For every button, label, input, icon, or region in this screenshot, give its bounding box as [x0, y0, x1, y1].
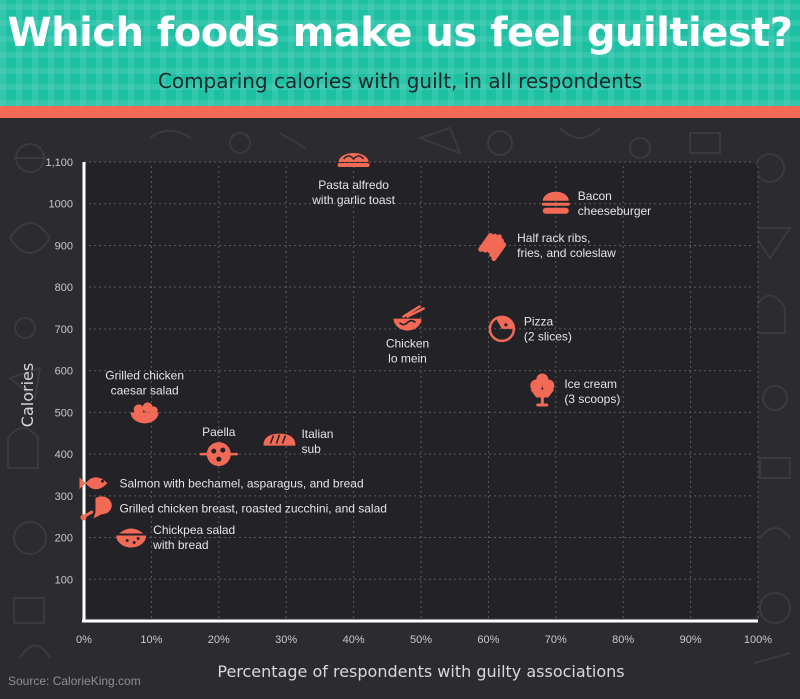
- y-tick-label: 300: [55, 491, 73, 503]
- noodles-icon: [393, 305, 425, 331]
- point-label: Italian sub: [301, 427, 333, 456]
- y-tick-label: 1000: [49, 199, 73, 211]
- data-point: [478, 233, 507, 262]
- data-point: [541, 191, 570, 214]
- ice-cream-icon: [530, 373, 555, 407]
- y-axis-title: Calories: [18, 363, 37, 427]
- food-doodle-background: [7, 126, 792, 664]
- data-point: [393, 305, 425, 331]
- header-divider: [0, 106, 800, 118]
- y-tick-label: 600: [55, 366, 73, 378]
- data-point: [80, 496, 112, 521]
- y-tick-label: 1,100: [45, 157, 73, 169]
- page-subtitle: Comparing calories with guilt, in all re…: [157, 69, 643, 93]
- point-label: Chickpea salad with bread: [152, 523, 235, 552]
- x-tick-label: 60%: [477, 634, 499, 646]
- point-label: Ice cream (3 scoops): [564, 377, 620, 406]
- y-tick-label: 400: [55, 449, 73, 461]
- bowl-icon: [116, 528, 147, 548]
- point-label: Paella: [202, 425, 236, 439]
- data-point: [488, 315, 516, 343]
- y-tick-label: 200: [55, 533, 73, 545]
- x-tick-label: 50%: [410, 634, 432, 646]
- x-tick-labels: 0% 10% 20% 30% 40% 50% 60% 70% 80% 90% 100%: [76, 634, 772, 646]
- x-axis-title: Percentage of respondents with guilty as…: [217, 662, 624, 681]
- y-tick-label: 100: [55, 574, 73, 586]
- header-banner: Which foods make us feel guiltiest? Comp…: [0, 0, 800, 106]
- y-tick-labels: 100 200 300 400 500 600 700 800 900 1000 1,100: [45, 157, 73, 586]
- data-point: [530, 373, 555, 407]
- pizza-icon: [488, 315, 516, 343]
- paella-icon: [199, 442, 239, 467]
- point-label: Bacon cheeseburger: [578, 189, 651, 218]
- x-tick-label: 40%: [343, 634, 365, 646]
- x-tick-label: 20%: [208, 634, 230, 646]
- x-tick-label: 90%: [680, 634, 702, 646]
- point-label: Grilled chicken breast, roasted zucchini…: [119, 501, 386, 515]
- point-label: Chicken lo mein: [386, 337, 429, 366]
- point-label: Salmon with bechamel, asparagus, and bre…: [119, 476, 363, 490]
- salad-icon: [130, 402, 159, 424]
- x-tick-label: 80%: [612, 634, 634, 646]
- data-point: [116, 528, 147, 548]
- data-point: [130, 402, 159, 424]
- y-tick-label: 500: [55, 407, 73, 419]
- x-tick-label: 10%: [140, 634, 162, 646]
- x-tick-label: 0%: [76, 634, 92, 646]
- ribs-icon: [478, 233, 507, 262]
- data-point: [79, 477, 108, 490]
- data-point: [263, 433, 296, 446]
- y-tick-label: 900: [55, 240, 73, 252]
- y-tick-label: 800: [55, 282, 73, 294]
- x-tick-label: 70%: [545, 634, 567, 646]
- pasta-icon: [337, 153, 370, 167]
- x-tick-label: 100%: [744, 634, 772, 646]
- source-note: Source: CalorieKing.com: [8, 674, 141, 688]
- point-label: Pizza (2 slices): [524, 314, 572, 343]
- point-label: Pasta alfredo with garlic toast: [311, 178, 395, 207]
- data-point: [337, 153, 370, 167]
- plot-area: [84, 162, 758, 618]
- point-label: Grilled chicken caesar salad: [105, 368, 184, 397]
- page-title: Which foods make us feel guiltiest?: [7, 10, 793, 56]
- point-label: Half rack ribs, fries, and coleslaw: [517, 231, 616, 260]
- data-points: Pasta alfredo with garlic toast Bacon chees…: [79, 153, 651, 552]
- x-tick-label: 30%: [275, 634, 297, 646]
- y-tick-label: 700: [55, 324, 73, 336]
- burger-icon: [541, 191, 570, 214]
- data-point: [199, 442, 239, 467]
- chicken-icon: [80, 496, 112, 521]
- sandwich-icon: [263, 433, 296, 446]
- fish-icon: [79, 477, 108, 490]
